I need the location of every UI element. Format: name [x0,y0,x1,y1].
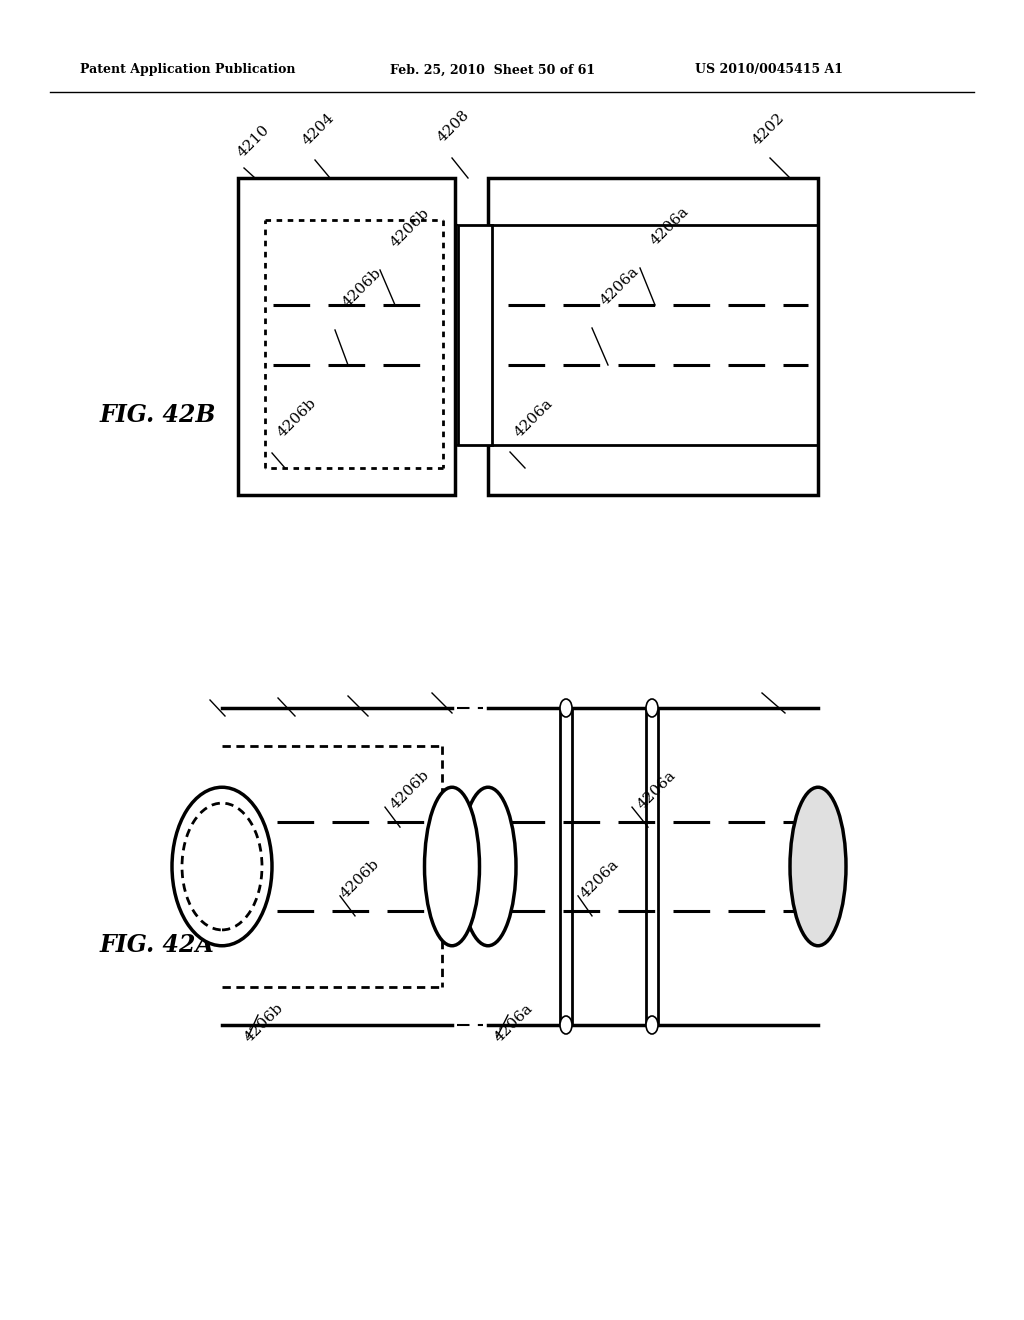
Ellipse shape [425,787,479,945]
Text: 4206b: 4206b [388,768,432,812]
Text: 4206b: 4206b [338,857,382,900]
Text: 4206a: 4206a [578,857,622,900]
Text: FIG. 42B: FIG. 42B [100,403,216,426]
Text: 4206b: 4206b [275,396,319,440]
Bar [458,224,492,445]
Text: 4206a: 4206a [492,1001,536,1045]
Ellipse shape [560,700,572,717]
Text: 4210: 4210 [234,123,272,160]
Text: 4202: 4202 [750,111,787,148]
Ellipse shape [560,1016,572,1034]
Text: 4206b: 4206b [388,206,432,249]
Text: 4206a: 4206a [512,396,556,440]
Text: 4206a: 4206a [648,205,692,248]
Ellipse shape [460,787,516,945]
Ellipse shape [172,787,272,945]
Text: 4206b: 4206b [340,265,384,310]
Text: 4206b: 4206b [242,1001,287,1045]
Ellipse shape [646,700,658,717]
Bar [488,178,818,495]
Text: 4204: 4204 [300,111,338,148]
Text: 4206a: 4206a [635,768,679,812]
Text: Feb. 25, 2010  Sheet 50 of 61: Feb. 25, 2010 Sheet 50 of 61 [390,63,595,77]
Text: 4208: 4208 [435,108,472,145]
Ellipse shape [790,787,846,945]
Text: 4206a: 4206a [598,264,642,308]
Bar [238,178,455,495]
Text: US 2010/0045415 A1: US 2010/0045415 A1 [695,63,843,77]
Text: FIG. 42A: FIG. 42A [100,933,215,957]
Ellipse shape [646,1016,658,1034]
Text: Patent Application Publication: Patent Application Publication [80,63,296,77]
